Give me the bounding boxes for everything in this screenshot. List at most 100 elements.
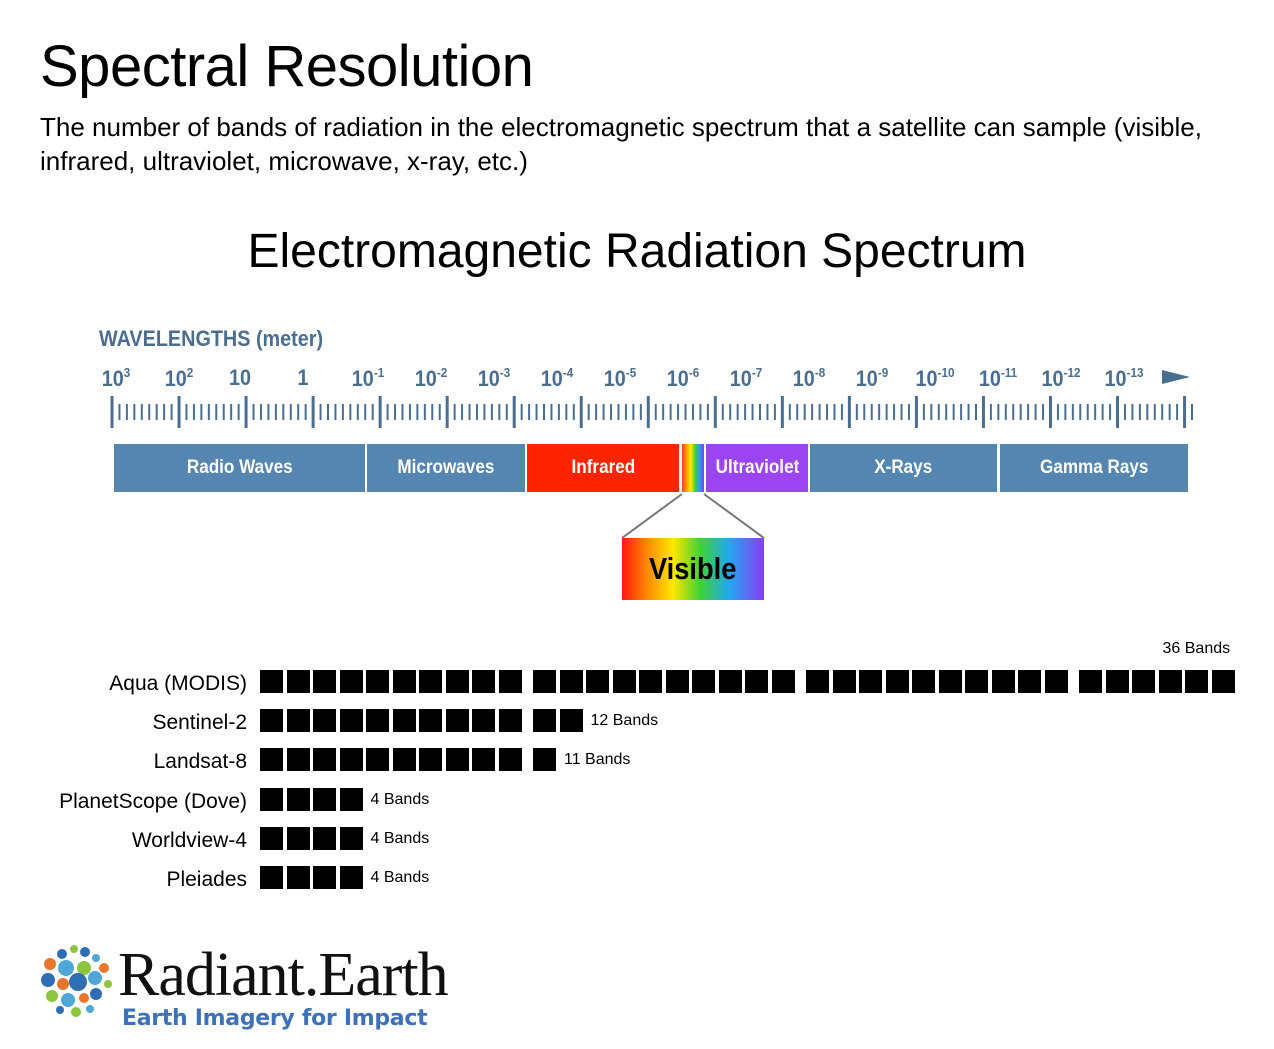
wavelength-tick-label: 10-4 (541, 365, 573, 392)
wavelength-tick-label: 10-5 (604, 365, 636, 392)
spectrum-band-radio-waves: Radio Waves (114, 444, 365, 492)
band-square (313, 788, 336, 811)
satellite-label: Aqua (MODIS) (109, 672, 247, 695)
band-square (392, 709, 416, 732)
band-square (260, 788, 283, 811)
band-square (498, 709, 522, 732)
band-square (612, 670, 636, 693)
tick-base: 10 (603, 366, 626, 391)
band-square (1079, 670, 1102, 693)
band-square (339, 788, 363, 811)
band-square (313, 866, 336, 889)
wavelength-tick-label: 10-12 (1042, 365, 1081, 392)
band-square (260, 709, 283, 732)
band-square (912, 670, 935, 693)
band-count-label: 36 Bands (1162, 640, 1231, 657)
arrow-right-icon (1162, 370, 1190, 384)
band-square (498, 670, 522, 693)
band-square (286, 709, 310, 732)
spectrum-band-label: Microwaves (397, 457, 495, 478)
tick-base: 10 (978, 366, 1001, 391)
page-title: Spectral Resolution (40, 34, 534, 99)
wavelength-tick-label: 10-1 (352, 365, 384, 392)
diagram-title: Electromagnetic Radiation Spectrum (247, 225, 1027, 278)
band-square (445, 709, 469, 732)
tick-exponent: -12 (1063, 365, 1081, 380)
spectrum-band-label: Gamma Rays (1039, 457, 1149, 478)
tick-base: 10 (164, 366, 187, 391)
band-square (366, 748, 389, 771)
band-square (1018, 670, 1041, 693)
wavelength-heading: WAVELENGTHS (meter) (99, 326, 324, 351)
band-count-label: 4 Bands (370, 869, 430, 886)
band-square (533, 670, 556, 693)
band-square (586, 670, 609, 693)
band-square (472, 748, 495, 771)
tick-exponent: -13 (1126, 365, 1144, 380)
tick-base: 10 (351, 366, 374, 391)
band-square (533, 748, 556, 771)
tick-base: 10 (792, 366, 815, 391)
tick-base: 10 (477, 366, 500, 391)
band-square (1211, 670, 1235, 693)
wavelength-tick-label: 103 (102, 365, 131, 392)
band-square (339, 709, 363, 732)
satellite-label: Worldview-4 (131, 829, 247, 852)
tick-base: 10 (228, 365, 252, 390)
tick-base: 10 (729, 366, 752, 391)
page-subtitle: The number of bands of radiation in the … (40, 112, 1202, 176)
wavelength-tick-label: 10-8 (793, 365, 825, 392)
wavelength-tick-label: 10-6 (667, 365, 699, 392)
band-square (445, 670, 469, 693)
band-square (286, 866, 310, 889)
spectrum-band-ultraviolet: Ultraviolet (706, 444, 808, 492)
tick-exponent: -4 (562, 365, 574, 380)
band-square (445, 748, 469, 771)
band-square (859, 670, 882, 693)
band-square (339, 827, 363, 850)
satellite-label: Landsat-8 (153, 750, 247, 773)
tick-base: 10 (666, 366, 689, 391)
band-square (885, 670, 909, 693)
logo-tagline: Earth Imagery for Impact (122, 1006, 428, 1031)
band-square (286, 788, 310, 811)
tick-base: 10 (855, 366, 878, 391)
wavelength-tick-label: 10-2 (415, 365, 447, 392)
band-square (692, 670, 715, 693)
band-square (366, 670, 389, 693)
band-square (339, 748, 363, 771)
band-square (392, 670, 416, 693)
wavelength-tick-label: 1 (297, 365, 308, 391)
satellite-label: Pleiades (166, 868, 247, 891)
band-square (1185, 670, 1208, 693)
band-square (639, 670, 662, 693)
band-square (419, 709, 442, 732)
band-square (1132, 670, 1155, 693)
tick-base: 10 (915, 366, 938, 391)
tick-exponent: -8 (814, 365, 826, 380)
band-square (718, 670, 742, 693)
band-square (366, 709, 389, 732)
band-square (806, 670, 829, 693)
spectrum-band-label: X-Rays (874, 457, 933, 478)
band-count-label: 11 Bands (564, 751, 631, 768)
tick-base: 10 (101, 366, 124, 391)
wavelength-tick-label: 102 (165, 365, 194, 392)
band-square (260, 748, 283, 771)
band-square (559, 709, 583, 732)
wavelength-tick-label: 10 (229, 365, 251, 391)
wavelength-tick-label: 10-3 (478, 365, 510, 392)
satellite-label: PlanetScope (Dove) (59, 790, 247, 813)
visible-callout: Visible (622, 538, 764, 600)
spectrum-band-infrared: Infrared (527, 444, 679, 492)
tick-base: 1 (297, 365, 309, 390)
band-square (965, 670, 988, 693)
satellite-label: Sentinel-2 (152, 711, 247, 734)
band-square (286, 827, 310, 850)
band-square (260, 827, 283, 850)
tick-exponent: -5 (625, 365, 637, 380)
spectrum-band-label: Infrared (571, 457, 635, 478)
band-square (745, 670, 768, 693)
band-square (260, 670, 283, 693)
logo-wordmark: Radiant.Earth (118, 941, 449, 1009)
